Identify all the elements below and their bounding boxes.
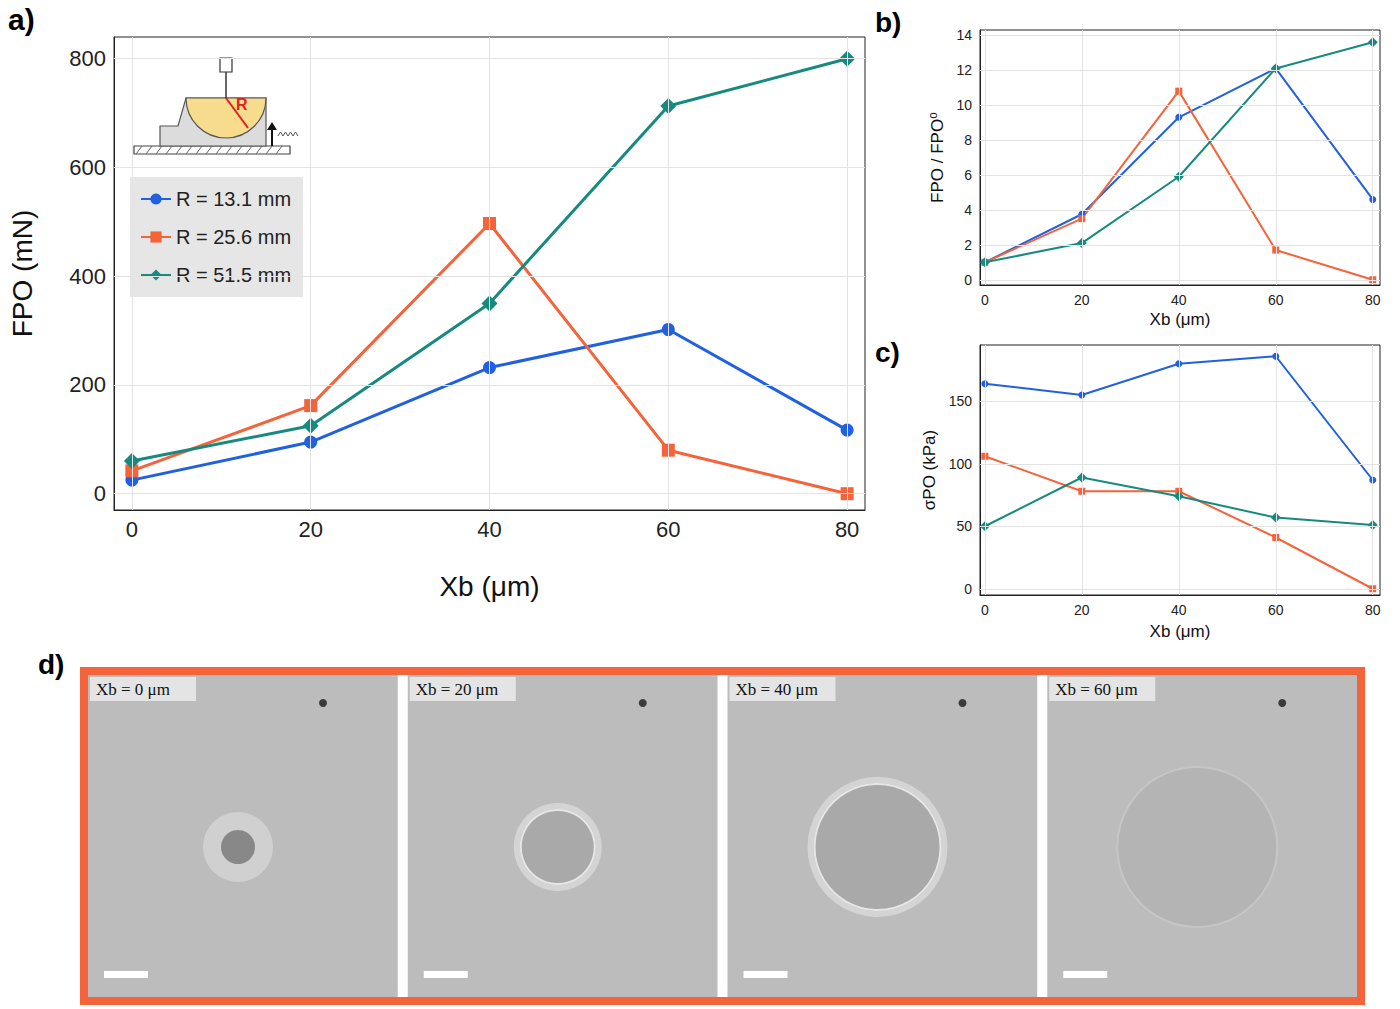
svg-text:100: 100 — [949, 456, 973, 472]
svg-text:4: 4 — [964, 202, 972, 218]
svg-text:0: 0 — [94, 481, 106, 506]
svg-text:40: 40 — [1171, 602, 1187, 618]
svg-text:80: 80 — [1365, 602, 1381, 618]
svg-text:10: 10 — [956, 97, 972, 113]
svg-text:80: 80 — [1365, 292, 1381, 308]
svg-text:150: 150 — [949, 393, 973, 409]
svg-text:0: 0 — [981, 602, 989, 618]
svg-text:R = 25.6 mm: R = 25.6 mm — [176, 226, 291, 248]
svg-text:14: 14 — [956, 27, 972, 43]
svg-text:200: 200 — [69, 372, 106, 397]
svg-text:50: 50 — [956, 518, 972, 534]
svg-text:a): a) — [8, 3, 35, 36]
svg-text:60: 60 — [656, 517, 680, 542]
svg-text:Xb = 20 μm: Xb = 20 μm — [416, 680, 498, 699]
svg-text:d): d) — [38, 649, 64, 680]
svg-text:40: 40 — [1171, 292, 1187, 308]
svg-text:R: R — [236, 96, 248, 113]
svg-text:12: 12 — [956, 62, 972, 78]
svg-text:400: 400 — [69, 264, 106, 289]
svg-text:40: 40 — [477, 517, 501, 542]
svg-text:20: 20 — [1074, 602, 1090, 618]
svg-text:Xb (μm): Xb (μm) — [439, 571, 539, 602]
svg-text:Xb = 60 μm: Xb = 60 μm — [1055, 680, 1137, 699]
svg-text:Xb (μm): Xb (μm) — [1150, 622, 1211, 641]
svg-text:2: 2 — [964, 237, 972, 253]
svg-text:0: 0 — [126, 517, 138, 542]
svg-text:80: 80 — [835, 517, 859, 542]
svg-text:800: 800 — [69, 46, 106, 71]
svg-text:60: 60 — [1268, 292, 1284, 308]
svg-text:0: 0 — [964, 272, 972, 288]
svg-text:0: 0 — [964, 581, 972, 597]
svg-text:c): c) — [875, 337, 900, 368]
svg-text:60: 60 — [1268, 602, 1284, 618]
svg-text:600: 600 — [69, 155, 106, 180]
svg-text:Xb = 0 μm: Xb = 0 μm — [96, 680, 170, 699]
svg-text:FPO (mN): FPO (mN) — [7, 210, 38, 338]
svg-text:R = 51.5 mm: R = 51.5 mm — [176, 264, 291, 286]
svg-text:FPO / FPO⁰: FPO / FPO⁰ — [928, 112, 947, 203]
svg-text:Xb (μm): Xb (μm) — [1150, 310, 1211, 329]
svg-text:20: 20 — [1074, 292, 1090, 308]
svg-text:6: 6 — [964, 167, 972, 183]
svg-text:b): b) — [875, 7, 901, 38]
svg-text:8: 8 — [964, 132, 972, 148]
svg-text:R = 13.1 mm: R = 13.1 mm — [176, 188, 291, 210]
svg-text:σPO (kPa): σPO (kPa) — [920, 430, 939, 510]
svg-text:20: 20 — [298, 517, 322, 542]
svg-text:0: 0 — [981, 292, 989, 308]
svg-text:Xb = 40 μm: Xb = 40 μm — [736, 680, 818, 699]
